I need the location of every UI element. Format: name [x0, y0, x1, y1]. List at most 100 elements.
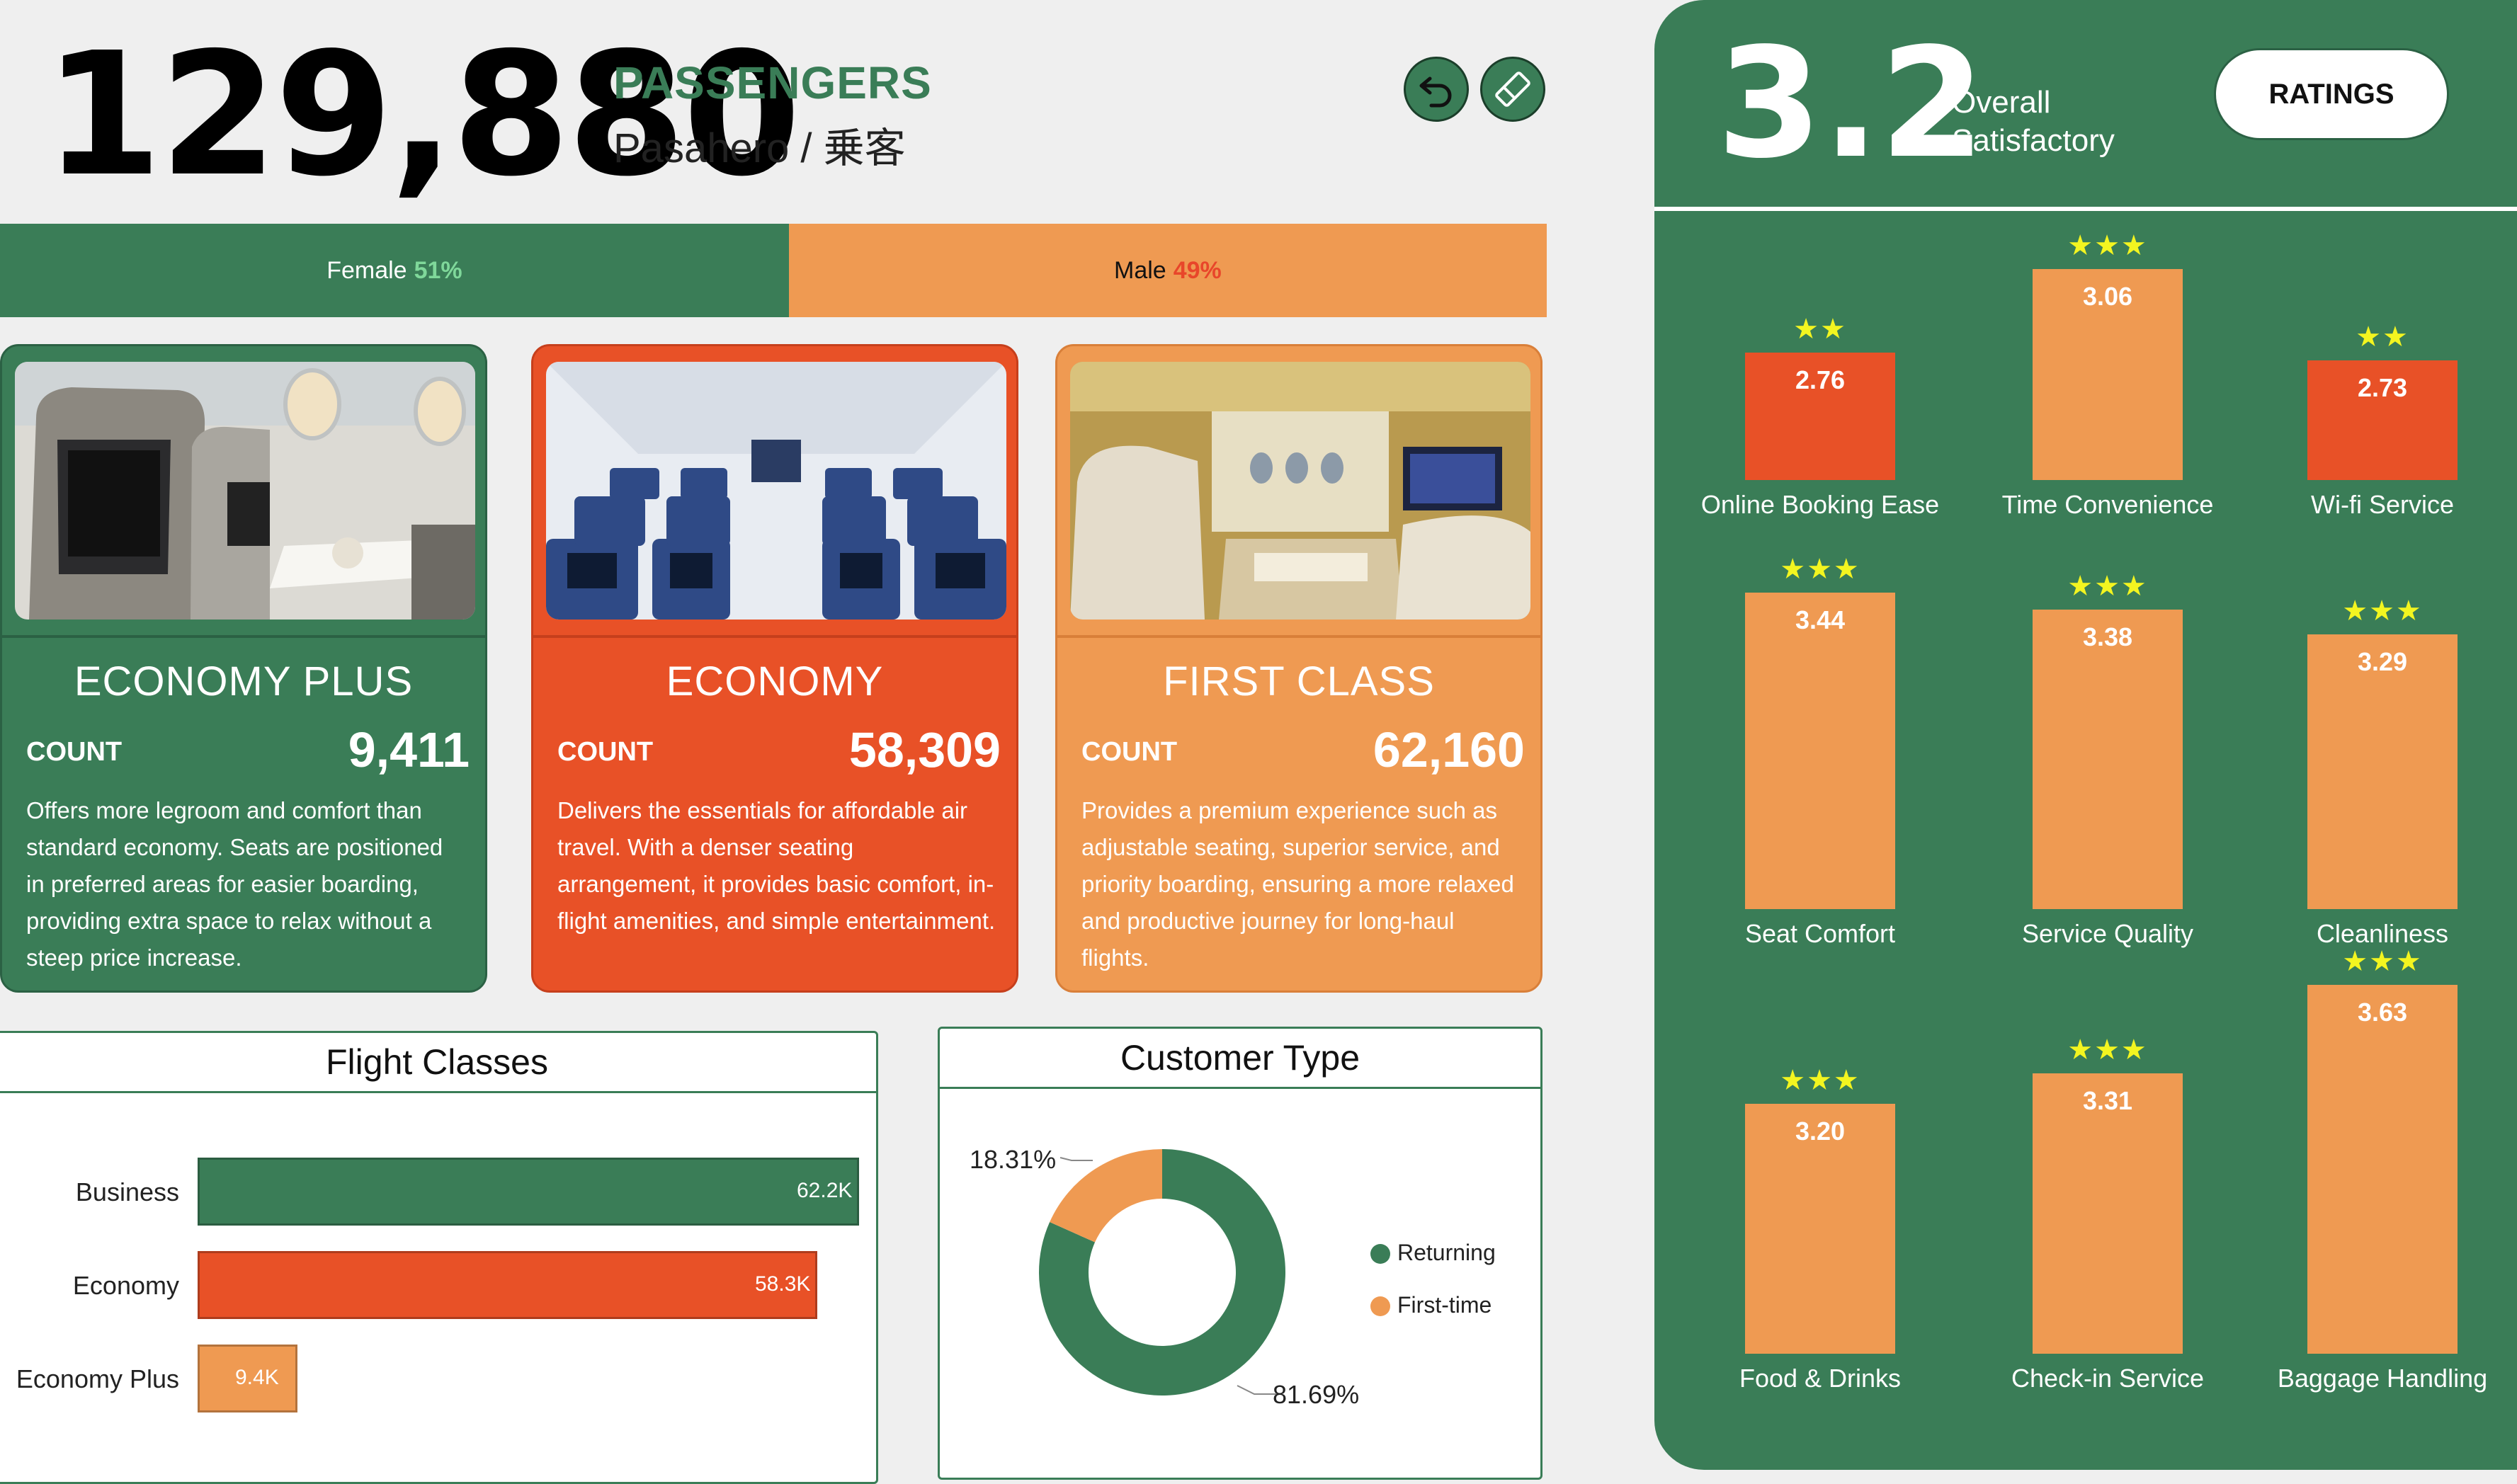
- rating-stars-icon: ★★★: [2342, 595, 2423, 627]
- overall-label-line2: Satisfactory: [1952, 123, 2115, 158]
- rating-stars-icon: ★★★: [2067, 570, 2148, 603]
- male-percent: 49%: [1173, 256, 1222, 284]
- rating-stars-icon: ★★: [2356, 321, 2409, 353]
- rating-value: 2.76: [1795, 365, 1846, 394]
- donut-slice-first-time[interactable]: [1050, 1149, 1162, 1243]
- card-title: FIRST CLASS: [1163, 658, 1435, 704]
- legend-swatch: [1370, 1244, 1390, 1264]
- flight-class-value: 9.4K: [235, 1366, 279, 1389]
- rating-category-label: Baggage Handling: [2277, 1364, 2488, 1393]
- card-description: Delivers the essentials for affordable a…: [557, 797, 996, 934]
- economy-plus-seat-photo: [15, 362, 475, 620]
- passengers-subtitle: Pasahero / 乗客: [613, 125, 906, 171]
- rating-bar[interactable]: 2.76: [1745, 353, 1895, 480]
- rating-category-label: Check-in Service: [2011, 1364, 2205, 1393]
- flight-class-value: 62.2K: [797, 1179, 853, 1202]
- legend-label[interactable]: Returning: [1397, 1240, 1496, 1265]
- rating-category-label: Online Booking Ease: [1700, 490, 1940, 519]
- overall-satisfaction-label: Overall Satisfactory: [1952, 84, 2115, 160]
- rating-bar[interactable]: 3.20: [1745, 1104, 1895, 1354]
- rating-category-label: Cleanliness: [2316, 919, 2449, 948]
- rating-value: 3.20: [1795, 1117, 1846, 1146]
- rating-value: 3.38: [2082, 622, 2133, 651]
- total-passengers-value: 129,880: [44, 16, 801, 214]
- rating-value: 3.06: [2082, 282, 2133, 311]
- flight-class-label: Economy: [72, 1271, 179, 1300]
- rating-bar[interactable]: 2.73: [2307, 360, 2458, 480]
- clear-filters-button[interactable]: [1480, 57, 1545, 122]
- flight-class-label: Business: [75, 1177, 179, 1206]
- legend-label[interactable]: First-time: [1397, 1292, 1492, 1318]
- female-segment[interactable]: Female 51%: [0, 224, 789, 317]
- eraser-icon: [1495, 72, 1530, 107]
- flight-class-bar[interactable]: [198, 1345, 297, 1412]
- card-description: Offers more legroom and comfort than sta…: [26, 797, 443, 971]
- female-percent: 51%: [414, 256, 462, 284]
- female-label: Female: [326, 256, 407, 284]
- male-label: Male: [1114, 256, 1166, 284]
- rating-value: 3.29: [2357, 647, 2408, 676]
- rating-value: 3.44: [1795, 605, 1846, 634]
- legend-swatch: [1370, 1296, 1390, 1316]
- flight-class-bar[interactable]: [198, 1158, 859, 1226]
- economy-card[interactable]: ECONOMY COUNT 58,309 Delivers the essent…: [531, 344, 1018, 993]
- customer-type-title: Customer Type: [940, 1029, 1540, 1089]
- rating-bar[interactable]: 3.63: [2307, 985, 2458, 1354]
- card-divider: [1057, 635, 1540, 638]
- rating-category-label: Service Quality: [2021, 919, 2194, 948]
- donut-slice-returning[interactable]: [1039, 1149, 1285, 1395]
- rating-stars-icon: ★★: [1793, 313, 1847, 346]
- overall-label-line1: Overall: [1952, 85, 2051, 120]
- card-description: Provides a premium experience such as ad…: [1081, 797, 1514, 971]
- passengers-title: PASSENGERS: [613, 57, 932, 108]
- rating-category-label: Food & Drinks: [1739, 1364, 1902, 1393]
- customer-type-donut-chart: [1039, 1149, 1285, 1395]
- rating-category-label: Seat Comfort: [1744, 919, 1896, 948]
- rating-bar[interactable]: 3.44: [1745, 593, 1895, 909]
- count-value: 62,160: [1373, 722, 1525, 777]
- card-title: ECONOMY PLUS: [74, 658, 414, 704]
- rating-bar[interactable]: 3.06: [2033, 269, 2183, 480]
- leader-line: [1237, 1385, 1280, 1395]
- card-divider: [533, 635, 1016, 638]
- rating-bar[interactable]: 3.38: [2033, 610, 2183, 909]
- count-label: COUNT: [557, 737, 654, 767]
- flight-classes-panel: Flight Classes Business 62.2K Economy 58.3K…: [0, 1031, 878, 1484]
- flight-class-label: Economy Plus: [16, 1364, 179, 1393]
- rating-stars-icon: ★★★: [2342, 945, 2423, 978]
- leader-line: [1059, 1157, 1093, 1161]
- donut-value-label: 81.69%: [1273, 1380, 1360, 1409]
- undo-button[interactable]: [1404, 57, 1469, 122]
- rating-bar[interactable]: 3.31: [2033, 1073, 2183, 1354]
- count-label: COUNT: [26, 737, 123, 767]
- economy-plus-card[interactable]: ECONOMY PLUS COUNT 9,411 Offers more leg…: [0, 344, 487, 993]
- economy-cabin-photo: [546, 362, 1006, 620]
- rating-category-label: Wi-fi Service: [2310, 490, 2454, 519]
- overall-satisfaction-score: 3.2: [1717, 16, 1986, 192]
- male-segment[interactable]: Male 49%: [788, 224, 1547, 317]
- flight-classes-title: Flight Classes: [0, 1033, 876, 1093]
- rating-stars-icon: ★★★: [1780, 1064, 1860, 1097]
- rating-bar[interactable]: 3.29: [2307, 634, 2458, 909]
- flight-class-bar[interactable]: [198, 1251, 817, 1319]
- count-label: COUNT: [1081, 737, 1178, 767]
- rating-stars-icon: ★★★: [2067, 1034, 2148, 1066]
- count-value: 9,411: [348, 722, 470, 777]
- rating-stars-icon: ★★★: [2067, 229, 2148, 262]
- customer-type-panel: Customer Type Returning First-time 81.69%…: [938, 1027, 1542, 1480]
- rating-value: 3.31: [2082, 1086, 2133, 1115]
- rating-stars-icon: ★★★: [1780, 553, 1860, 586]
- rating-value: 2.73: [2357, 373, 2408, 402]
- card-title: ECONOMY: [666, 658, 884, 704]
- donut-value-label: 18.31%: [970, 1145, 1057, 1174]
- rating-value: 3.63: [2357, 998, 2408, 1027]
- ratings-button[interactable]: RATINGS: [2214, 48, 2449, 140]
- rating-category-label: Time Convenience: [2001, 490, 2214, 519]
- first-class-suite-photo: [1070, 362, 1530, 620]
- flight-class-value: 58.3K: [755, 1272, 811, 1296]
- count-value: 58,309: [848, 722, 1001, 777]
- undo-arrow-icon: [1419, 76, 1452, 108]
- first-class-card[interactable]: FIRST CLASS COUNT 62,160 Provides a prem…: [1055, 344, 1542, 993]
- card-divider: [2, 635, 485, 638]
- ratings-divider: [1654, 207, 2517, 211]
